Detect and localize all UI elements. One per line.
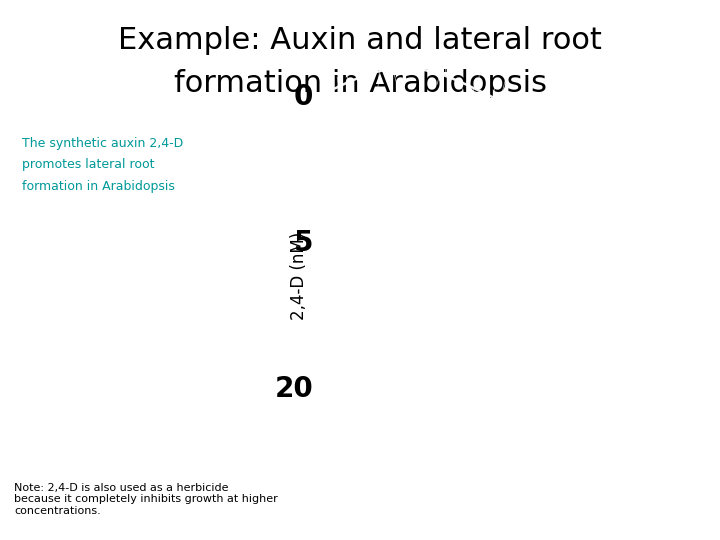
- Text: formation in Arabidopsis: formation in Arabidopsis: [22, 180, 174, 193]
- Text: promotes lateral root: promotes lateral root: [22, 158, 154, 171]
- Text: 5: 5: [294, 229, 313, 257]
- Text: Example: Auxin and lateral root: Example: Auxin and lateral root: [118, 26, 602, 55]
- Text: WT: WT: [363, 116, 408, 140]
- Text: formation in Arabidopsis: formation in Arabidopsis: [174, 69, 546, 98]
- Text: 2,4-D (nM): 2,4-D (nM): [289, 231, 308, 320]
- Text: Note: 2,4-D is also used as a herbicide
because it completely inhibits growth at: Note: 2,4-D is also used as a herbicide …: [14, 483, 278, 516]
- Text: 0: 0: [294, 83, 313, 111]
- Text: 20: 20: [274, 375, 313, 403]
- Text: The synthetic auxin 2,4-D: The synthetic auxin 2,4-D: [22, 137, 183, 150]
